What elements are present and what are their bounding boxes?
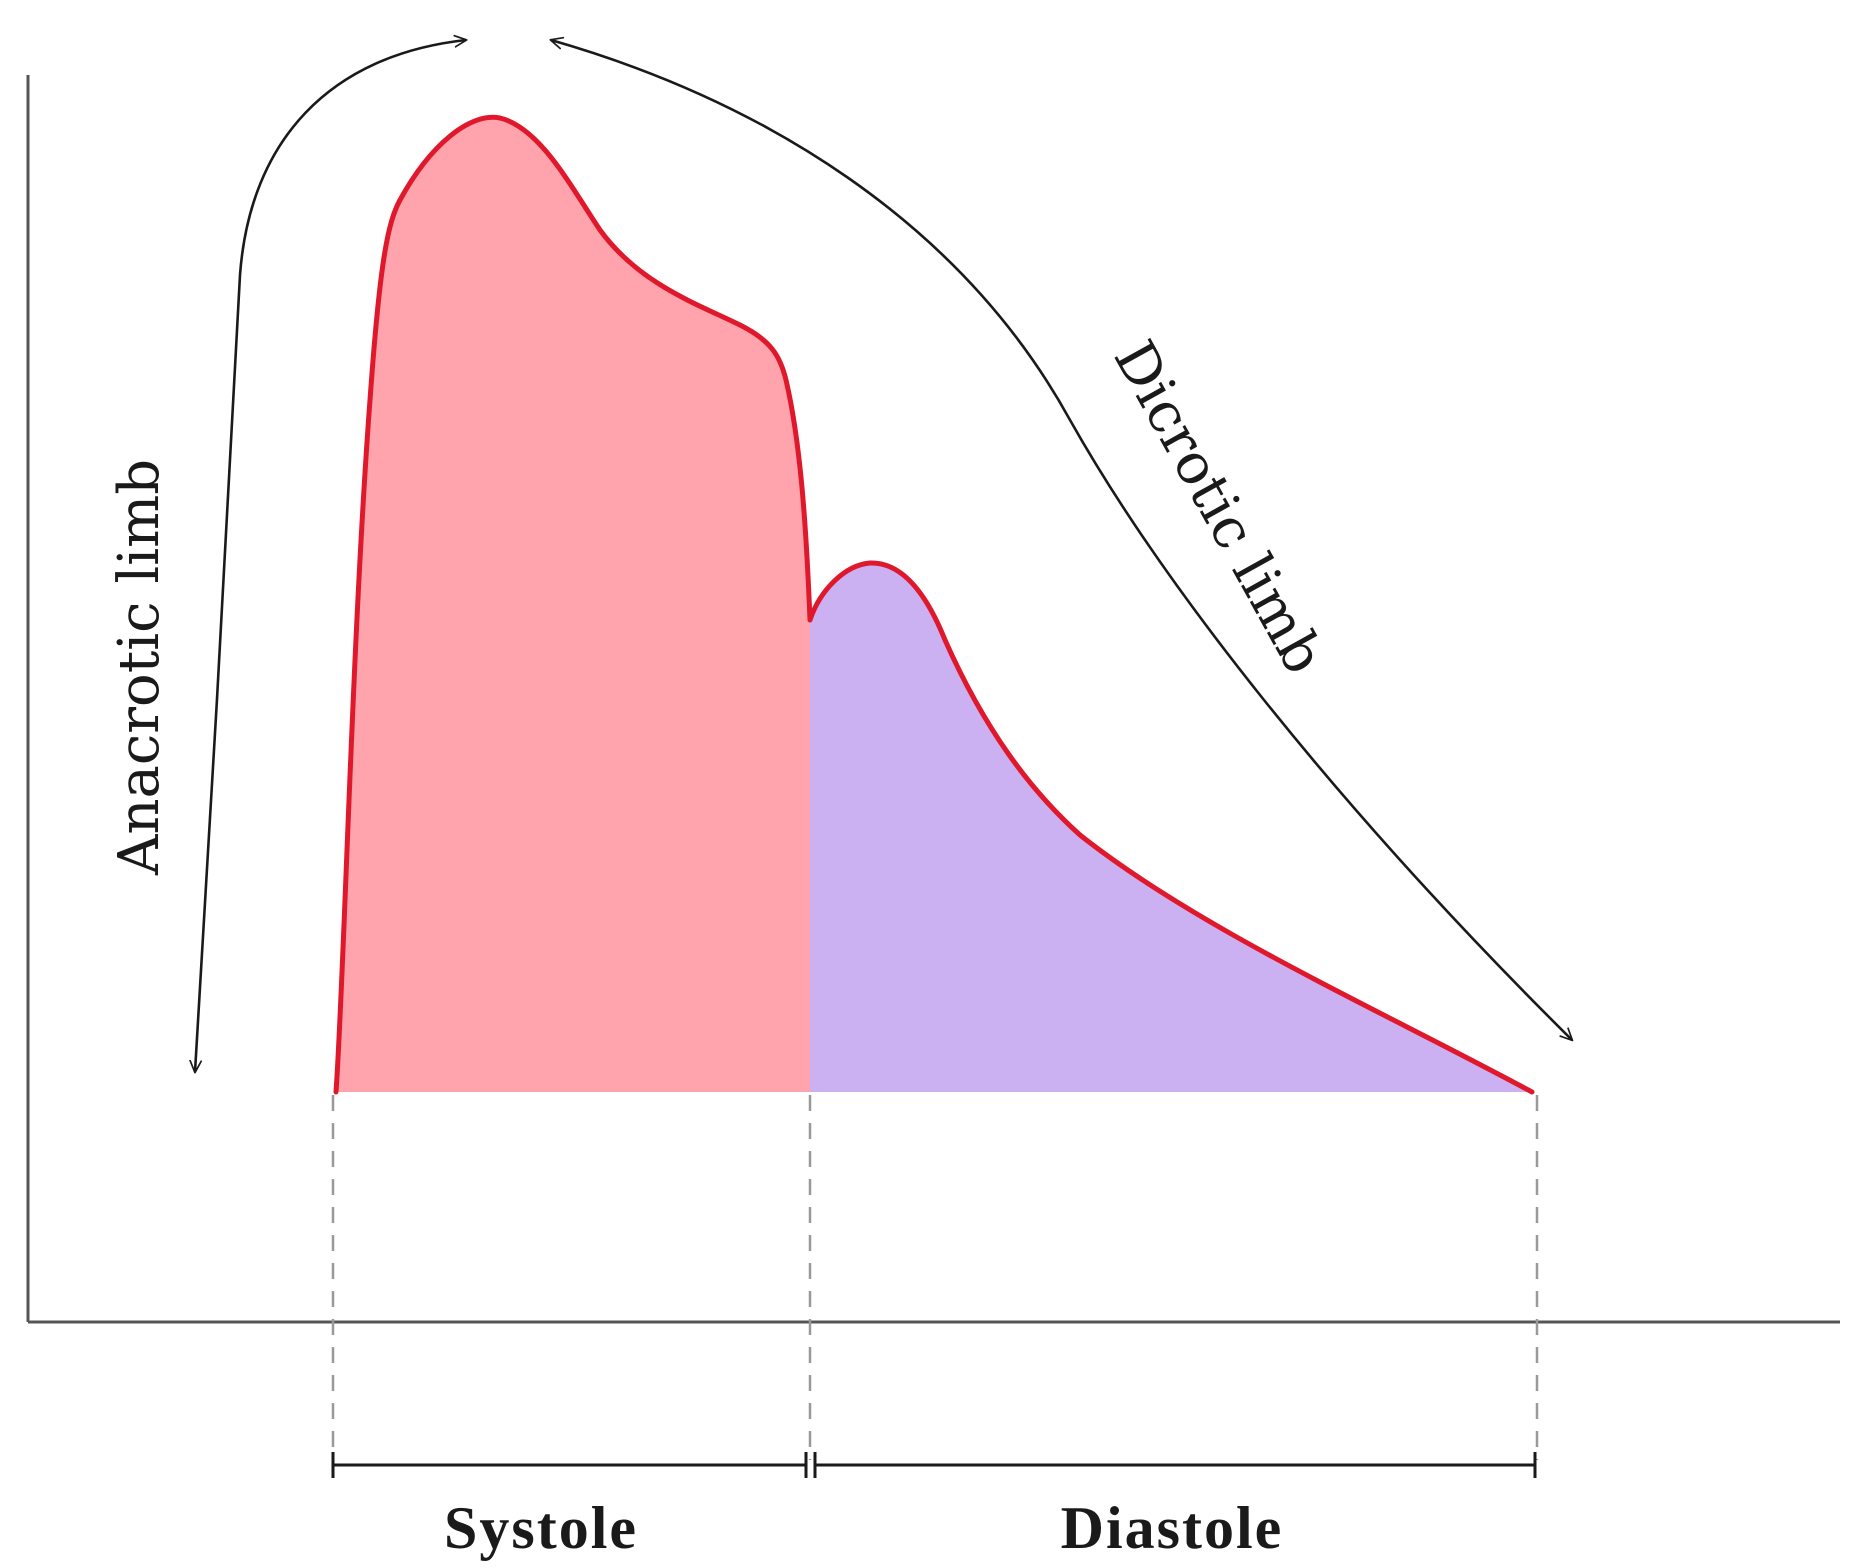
systole-bracket [331,1452,808,1478]
diastole-bracket [813,1452,1537,1478]
diastole-label: Diastole [1061,1495,1284,1561]
diastole-area [810,562,1532,1092]
systole-label: Systole [444,1495,638,1561]
systole-area [336,117,810,1093]
anacrotic-limb-label: Anacrotic limb [107,459,172,876]
anacrotic-limb-arrow [195,40,466,1072]
dicrotic-limb-arrow [551,40,1572,1040]
dicrotic-limb-label: Dicrotic limb [1101,330,1337,684]
